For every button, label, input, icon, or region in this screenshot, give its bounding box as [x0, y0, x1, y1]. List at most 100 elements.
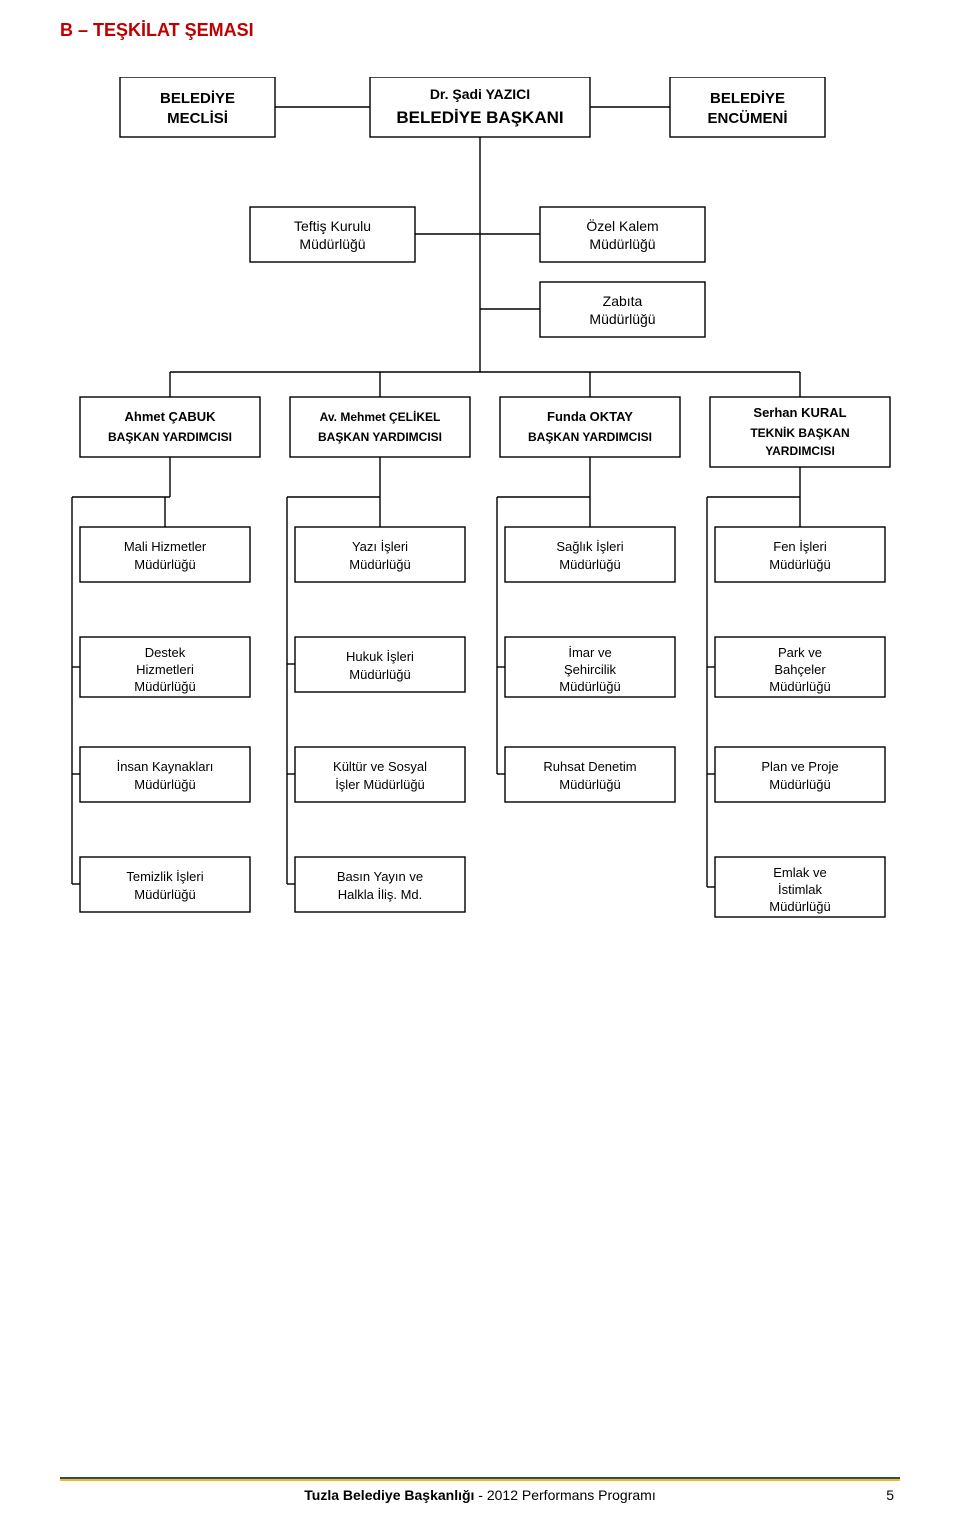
node-label: Bahçeler	[774, 662, 826, 677]
node-label: Müdürlüğü	[559, 557, 620, 572]
org-node-ozelkalem: Özel Kalem Müdürlüğü	[540, 207, 705, 262]
org-node-yard2: Av. Mehmet ÇELİKEL BAŞKAN YARDIMCISI	[290, 397, 470, 457]
node-label: BAŞKAN YARDIMCISI	[108, 430, 232, 444]
footer-title-bold: Tuzla Belediye Başkanlığı	[304, 1487, 474, 1503]
node-label: Fen İşleri	[773, 539, 827, 554]
node-label: Park ve	[778, 645, 822, 660]
node-label: BELEDİYE BAŞKANI	[396, 108, 563, 127]
node-label: İnsan Kaynakları	[117, 759, 214, 774]
node-label: Müdürlüğü	[134, 679, 195, 694]
node-label: Müdürlüğü	[134, 887, 195, 902]
node-label: Destek	[145, 645, 186, 660]
node-label: ENCÜMENİ	[707, 110, 787, 127]
node-label: Ahmet ÇABUK	[125, 409, 217, 424]
node-label: Temizlik İşleri	[126, 869, 203, 884]
node-box	[540, 207, 705, 262]
node-label: Müdürlüğü	[134, 777, 195, 792]
node-label: Serhan KURAL	[753, 405, 846, 420]
node-label: Yazı İşleri	[352, 539, 408, 554]
node-label: Müdürlüğü	[769, 557, 830, 572]
org-node-d4b: Park ve Bahçeler Müdürlüğü	[715, 637, 885, 697]
org-node-d1b: Destek Hizmetleri Müdürlüğü	[80, 637, 250, 697]
node-label: Funda OKTAY	[547, 409, 633, 424]
node-label: İstimlak	[778, 882, 823, 897]
node-box	[540, 282, 705, 337]
node-label: Müdürlüğü	[769, 899, 830, 914]
node-label: Müdürlüğü	[589, 236, 655, 252]
org-node-zabita: Zabıta Müdürlüğü	[540, 282, 705, 337]
org-node-d4a: Fen İşleri Müdürlüğü	[715, 527, 885, 582]
node-label: Müdürlüğü	[589, 311, 655, 327]
org-node-d2a: Yazı İşleri Müdürlüğü	[295, 527, 465, 582]
org-node-d1a: Mali Hizmetler Müdürlüğü	[80, 527, 250, 582]
org-node-encumen: BELEDİYE ENCÜMENİ	[670, 77, 825, 137]
node-label: Müdürlüğü	[349, 557, 410, 572]
node-label: BELEDİYE	[710, 90, 785, 107]
node-label: Hukuk İşleri	[346, 649, 414, 664]
node-box	[715, 527, 885, 582]
node-box	[500, 397, 680, 457]
node-box	[295, 857, 465, 912]
org-node-d3c: Ruhsat DenetimMüdürlüğü	[505, 747, 675, 802]
node-label: Halkla İliş. Md.	[338, 887, 423, 902]
node-label: Müdürlüğü	[134, 557, 195, 572]
org-node-yard3: Funda OKTAY BAŞKAN YARDIMCISI	[500, 397, 680, 457]
org-node-d1d: Temizlik İşleri Müdürlüğü	[80, 857, 250, 912]
org-node-teftis: Teftiş Kurulu Müdürlüğü	[250, 207, 415, 262]
node-box	[505, 527, 675, 582]
page-heading: B – TEŞKİLAT ŞEMASI	[60, 20, 900, 41]
node-label: Şehircilik	[564, 662, 617, 677]
node-label: YARDIMCISI	[765, 444, 835, 458]
org-chart: BELEDİYE MECLİSİ Dr. Şadi YAZICI BELEDİYE B…	[60, 77, 900, 1117]
node-label: İmar ve	[568, 645, 611, 660]
org-node-d2b: Hukuk İşleri Müdürlüğü	[295, 637, 465, 692]
node-box	[80, 527, 250, 582]
node-label: Müdürlüğü	[299, 236, 365, 252]
node-label: Emlak ve	[773, 865, 826, 880]
org-node-d3a: Sağlık İşleri Müdürlüğü	[505, 527, 675, 582]
node-label: İşler Müdürlüğü	[335, 777, 425, 792]
node-box	[670, 77, 825, 137]
node-label: BELEDİYE	[160, 90, 235, 107]
node-box	[80, 397, 260, 457]
node-label: Müdürlüğü	[769, 679, 830, 694]
org-node-d4d: Emlak ve İstimlak Müdürlüğü	[715, 857, 885, 917]
org-node-yard1: Ahmet ÇABUK BAŞKAN YARDIMCISI	[80, 397, 260, 457]
node-label: Zabıta	[603, 293, 643, 309]
org-node-d2d: Basın Yayın ve Halkla İliş. Md.	[295, 857, 465, 912]
node-label: Ruhsat Denetim	[543, 759, 636, 774]
node-box	[715, 747, 885, 802]
node-label: Dr. Şadi YAZICI	[430, 86, 530, 102]
node-box	[80, 747, 250, 802]
node-label: Hizmetleri	[136, 662, 194, 677]
node-label: Kültür ve Sosyal	[333, 759, 427, 774]
org-node-meclis: BELEDİYE MECLİSİ	[120, 77, 275, 137]
page-number: 5	[886, 1487, 894, 1503]
node-label: Müdürlüğü	[769, 777, 830, 792]
node-label: Av. Mehmet ÇELİKEL	[320, 409, 441, 424]
node-label: Özel Kalem	[586, 217, 658, 234]
node-label: BAŞKAN YARDIMCISI	[318, 430, 442, 444]
node-label: Plan ve Proje	[761, 759, 838, 774]
node-box	[295, 747, 465, 802]
node-label: Teftiş Kurulu	[294, 218, 371, 234]
node-box	[290, 397, 470, 457]
node-label: Mali Hizmetler	[124, 539, 207, 554]
node-label: Müdürlüğü	[349, 667, 410, 682]
node-box	[250, 207, 415, 262]
node-label: Müdürlüğü	[559, 679, 620, 694]
node-box	[120, 77, 275, 137]
org-node-d2c: Kültür ve Sosyal İşler Müdürlüğü	[295, 747, 465, 802]
footer-title-rest: - 2012 Performans Programı	[474, 1487, 655, 1503]
org-node-d1c: İnsan Kaynakları Müdürlüğü	[80, 747, 250, 802]
org-node-baskan: Dr. Şadi YAZICI BELEDİYE BAŞKANI	[370, 77, 590, 137]
node-box	[295, 527, 465, 582]
node-label: BAŞKAN YARDIMCISI	[528, 430, 652, 444]
node-label: MECLİSİ	[167, 110, 228, 127]
node-box	[505, 747, 675, 802]
node-box	[295, 637, 465, 692]
node-label: Sağlık İşleri	[556, 539, 623, 554]
org-node-d4c: Plan ve Proje Müdürlüğü	[715, 747, 885, 802]
node-label: Basın Yayın ve	[337, 869, 423, 884]
node-box	[80, 857, 250, 912]
